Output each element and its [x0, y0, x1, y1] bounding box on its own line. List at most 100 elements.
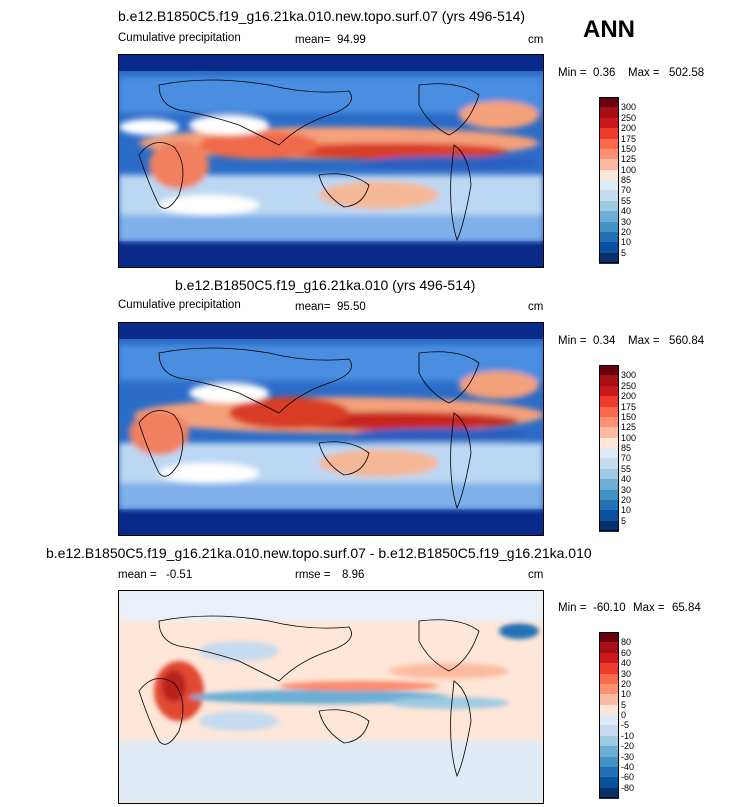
colorbar-cell — [599, 169, 619, 181]
colorbar-tick-label: 40 — [621, 474, 632, 485]
colorbar-cell — [599, 499, 619, 511]
panel3-mean-label: mean = — [118, 569, 157, 581]
colorbar-tick-label: 20 — [621, 226, 632, 237]
colorbar-tick-label: 60 — [621, 647, 632, 658]
panel2-variable: Cumulative precipitation — [118, 299, 241, 311]
colorbar-cell — [599, 520, 619, 532]
colorbar-tick-label: 10 — [621, 505, 632, 516]
colorbar-cell — [599, 683, 619, 695]
colorbar-tick-label: 175 — [621, 401, 637, 412]
colorbar-tick-label: -60 — [621, 772, 635, 783]
colorbar-cell — [599, 448, 619, 459]
panel1-min-label: Min = — [558, 67, 587, 79]
colorbar-cell — [599, 673, 619, 685]
panel2-map — [118, 322, 544, 536]
panel3-max-label: Max = — [633, 602, 665, 614]
colorbar-tick-label: 175 — [621, 133, 637, 144]
colorbar-tick-label: 5 — [621, 699, 627, 710]
colorbar-tick-label: 40 — [621, 206, 632, 217]
colorbar-cell — [599, 180, 619, 191]
colorbar-tick-label: 70 — [621, 453, 632, 464]
colorbar-tick-label: 150 — [621, 411, 637, 422]
colorbar-tick-label: 150 — [621, 143, 637, 154]
colorbar-tick-label: -30 — [621, 751, 635, 762]
colorbar-tick-label: 125 — [621, 422, 637, 433]
colorbar-tick-label: 100 — [621, 164, 637, 175]
panel1-title: b.e12.B1850C5.f19_g16.21ka.010.new.topo.… — [118, 8, 526, 24]
colorbar-cell — [599, 107, 619, 119]
colorbar-cell — [599, 385, 619, 397]
colorbar-frame — [599, 365, 619, 531]
colorbar-cell — [599, 406, 619, 418]
colorbar-cell — [599, 221, 619, 233]
colorbar-cell — [599, 766, 619, 778]
panel3-units: cm — [528, 569, 544, 581]
colorbar-cell — [599, 416, 619, 428]
colorbar-tick-label: 125 — [621, 154, 637, 165]
colorbar-tick-label: 200 — [621, 123, 637, 134]
panel2-colorbar: 300 250 200 175 150 125 100 85 70 55 40 30 20 10 5 — [599, 365, 639, 532]
colorbar-cell — [599, 159, 619, 171]
colorbar-tick-label: 70 — [621, 185, 632, 196]
colorbar-tick-label: 55 — [621, 195, 632, 206]
colorbar-cell — [599, 663, 619, 675]
colorbar-cell — [599, 211, 619, 223]
panel2-units: cm — [528, 301, 544, 313]
panel2-max-label: Max = — [628, 335, 660, 347]
panel1-units: cm — [528, 34, 544, 46]
panel3-map — [118, 590, 544, 804]
colorbar-tick-label: 300 — [621, 370, 637, 381]
panel2-min-label: Min = — [558, 335, 587, 347]
colorbar-tick-label: 85 — [621, 175, 632, 185]
colorbar-tick-label: 100 — [621, 432, 637, 443]
colorbar-cell — [599, 252, 619, 264]
panel1-mean-label: mean= — [295, 34, 331, 46]
panel1-max-value: 502.58 — [669, 67, 705, 79]
colorbar-cell — [599, 190, 619, 202]
panel2-min-value: 0.34 — [593, 335, 616, 347]
colorbar-tick-label: -20 — [621, 741, 635, 752]
colorbar-tick-label: 0 — [621, 710, 627, 720]
panel1-colorbar: 300 250 200 175 150 125 100 85 70 55 40 30 20 10 5 — [599, 97, 639, 264]
panel3-max-value: 65.84 — [672, 602, 701, 614]
colorbar-cell — [599, 128, 619, 140]
colorbar-cell — [599, 694, 619, 706]
panel3-mean-value: -0.51 — [166, 569, 193, 581]
colorbar-cell — [599, 375, 619, 387]
colorbar-tick-label: -80 — [621, 782, 635, 793]
colorbar-frame — [599, 97, 619, 263]
colorbar-cell — [599, 777, 619, 789]
colorbar-cell — [599, 756, 619, 768]
colorbar-tick-label: 30 — [621, 484, 632, 495]
colorbar-tick-label: 20 — [621, 494, 632, 505]
colorbar-tick-label: 80 — [621, 637, 632, 648]
colorbar-tick-label: 10 — [621, 689, 632, 700]
panel3-min-label: Min = — [558, 602, 587, 614]
colorbar-cell — [599, 489, 619, 501]
panel1-min-value: 0.36 — [593, 67, 616, 79]
colorbar-cell — [599, 365, 619, 376]
colorbar-cell — [599, 458, 619, 470]
colorbar-cell — [599, 642, 619, 654]
colorbar-cell — [599, 735, 619, 747]
colorbar-cell — [599, 468, 619, 480]
panel3-rmse-label: rmse = — [295, 569, 331, 581]
panel3-rmse-value: 8.96 — [342, 569, 365, 581]
colorbar-cell — [599, 704, 619, 716]
panel1-map-field — [119, 55, 543, 267]
colorbar-tick-label: 40 — [621, 658, 632, 669]
panel1-variable: Cumulative precipitation — [118, 32, 241, 44]
panel2-map-field — [119, 323, 543, 535]
colorbar-cell — [599, 97, 619, 108]
colorbar-tick-label: 250 — [621, 112, 637, 123]
panel2-mean-label: mean= — [295, 301, 331, 313]
panel3-min-value: -60.10 — [593, 602, 626, 614]
colorbar-tick-label: 30 — [621, 668, 632, 679]
colorbar-tick-label: 55 — [621, 463, 632, 474]
colorbar-frame — [599, 632, 619, 798]
colorbar-tick-label: 5 — [621, 247, 627, 258]
colorbar-cell — [599, 437, 619, 449]
colorbar-tick-label: 85 — [621, 443, 632, 453]
colorbar-cell — [599, 148, 619, 160]
colorbar-tick-label: 20 — [621, 678, 632, 689]
